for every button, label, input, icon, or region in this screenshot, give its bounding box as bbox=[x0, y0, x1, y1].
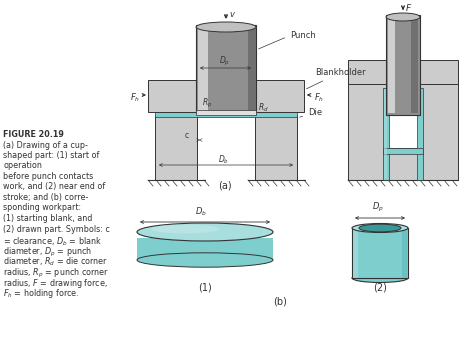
Bar bbox=[255, 115, 297, 180]
Text: Blankholder: Blankholder bbox=[307, 68, 365, 89]
Text: radius, $F$ = drawing force,: radius, $F$ = drawing force, bbox=[3, 277, 108, 290]
Ellipse shape bbox=[151, 224, 219, 234]
Ellipse shape bbox=[352, 223, 408, 233]
Text: Die: Die bbox=[300, 108, 322, 117]
Bar bbox=[388, 17, 395, 113]
Bar bbox=[256, 80, 304, 112]
Ellipse shape bbox=[137, 253, 273, 267]
Text: $D_p$: $D_p$ bbox=[372, 202, 384, 214]
Text: (b): (b) bbox=[273, 297, 287, 307]
Text: (a): (a) bbox=[218, 180, 232, 190]
Bar bbox=[420, 80, 458, 180]
Text: diameter, $D_p$ = punch: diameter, $D_p$ = punch bbox=[3, 246, 92, 258]
Text: stroke; and (b) corre-: stroke; and (b) corre- bbox=[3, 193, 88, 202]
Text: shaped part: (1) start of: shaped part: (1) start of bbox=[3, 151, 100, 160]
Ellipse shape bbox=[386, 13, 420, 21]
Text: $F_h$: $F_h$ bbox=[130, 92, 140, 104]
Bar bbox=[155, 115, 197, 180]
Bar bbox=[384, 89, 387, 179]
Bar bbox=[155, 112, 297, 117]
Bar bbox=[386, 15, 420, 115]
Bar bbox=[420, 60, 458, 84]
Text: FIGURE 20.19: FIGURE 20.19 bbox=[3, 130, 64, 139]
Text: $R_p$: $R_p$ bbox=[202, 98, 212, 110]
Bar bbox=[196, 25, 256, 113]
Ellipse shape bbox=[137, 223, 273, 241]
Text: $D_p$: $D_p$ bbox=[219, 55, 230, 69]
Text: before punch contacts: before punch contacts bbox=[3, 172, 93, 181]
Bar bbox=[353, 228, 358, 278]
Text: $F_h$: $F_h$ bbox=[314, 92, 324, 104]
Text: (2) drawn part. Symbols: c: (2) drawn part. Symbols: c bbox=[3, 224, 110, 234]
Text: operation: operation bbox=[3, 162, 42, 170]
Text: (a) Drawing of a cup-: (a) Drawing of a cup- bbox=[3, 140, 88, 149]
Ellipse shape bbox=[352, 273, 408, 282]
Text: (2): (2) bbox=[373, 282, 387, 292]
Ellipse shape bbox=[196, 22, 256, 32]
Text: = clearance, $D_b$ = blank: = clearance, $D_b$ = blank bbox=[3, 235, 102, 248]
Text: c: c bbox=[185, 131, 189, 140]
Ellipse shape bbox=[359, 224, 401, 232]
Bar bbox=[383, 148, 423, 154]
Text: diameter, $R_d$ = die corner: diameter, $R_d$ = die corner bbox=[3, 256, 108, 268]
Text: sponding workpart:: sponding workpart: bbox=[3, 204, 81, 212]
Text: (1): (1) bbox=[198, 282, 212, 292]
Text: $D_b$: $D_b$ bbox=[195, 205, 207, 218]
Text: (1) starting blank, and: (1) starting blank, and bbox=[3, 214, 92, 223]
Bar bbox=[383, 88, 389, 180]
Text: $D_b$: $D_b$ bbox=[218, 153, 229, 165]
Text: $R_d$: $R_d$ bbox=[258, 101, 269, 114]
Bar bbox=[386, 148, 420, 180]
Text: Punch: Punch bbox=[258, 31, 316, 49]
Text: $F_h$ = holding force.: $F_h$ = holding force. bbox=[3, 287, 79, 300]
Bar bbox=[196, 110, 256, 115]
Text: radius, $R_p$ = punch corner: radius, $R_p$ = punch corner bbox=[3, 267, 109, 280]
Text: work, and (2) near end of: work, and (2) near end of bbox=[3, 182, 105, 192]
Text: F: F bbox=[406, 4, 411, 13]
Text: v: v bbox=[229, 10, 234, 19]
Bar bbox=[348, 60, 386, 84]
Bar bbox=[417, 88, 423, 180]
Bar bbox=[248, 27, 256, 111]
Bar bbox=[198, 27, 208, 111]
Bar bbox=[137, 238, 273, 260]
Bar bbox=[402, 228, 407, 278]
Bar bbox=[348, 80, 386, 180]
Bar bbox=[411, 17, 418, 113]
Bar bbox=[148, 80, 196, 112]
Bar bbox=[352, 228, 408, 278]
